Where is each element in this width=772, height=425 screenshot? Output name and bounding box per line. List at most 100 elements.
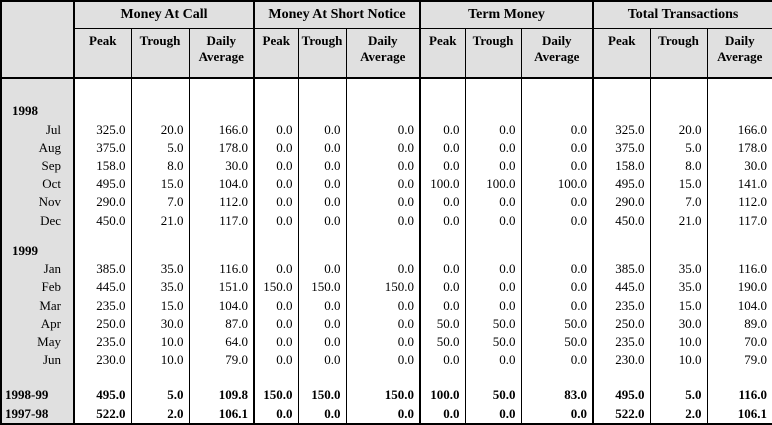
summary-label: 1997-98	[1, 404, 75, 424]
data-cell: 0.0	[253, 156, 298, 176]
data-cell	[253, 369, 298, 386]
data-cell: 15.0	[130, 296, 189, 315]
data-cell: 116.0	[706, 260, 772, 279]
subheader-peak: Peak	[253, 28, 298, 79]
data-cell: 30.0	[706, 156, 772, 176]
data-cell: 450.0	[592, 211, 651, 230]
table-row: Jan 385.0 35.0 116.0 0.0 0.0 0.0 0.0 0.0 0.0 385.0…	[1, 260, 772, 279]
data-cell	[297, 229, 346, 242]
data-cell: 50.0	[419, 332, 465, 352]
data-cell: 235.0	[73, 296, 131, 315]
data-cell: 0.0	[520, 193, 594, 212]
data-cell: 495.0	[592, 175, 651, 194]
data-cell: 0.0	[297, 211, 346, 230]
data-cell: 325.0	[592, 120, 651, 139]
subheader-trough: Trough	[649, 28, 708, 79]
data-cell	[297, 102, 346, 121]
table-row: Apr 250.0 30.0 87.0 0.0 0.0 0.0 50.0 50.0 50.0 250…	[1, 314, 772, 333]
data-cell: 150.0	[345, 385, 420, 405]
data-cell: 116.0	[706, 385, 772, 405]
spacer-row	[1, 369, 772, 386]
data-cell: 117.0	[706, 211, 772, 230]
data-cell: 0.0	[464, 211, 521, 230]
data-cell: 0.0	[345, 120, 420, 139]
data-cell: 0.0	[345, 404, 420, 424]
data-cell: 50.0	[520, 332, 594, 352]
data-cell	[649, 102, 708, 121]
data-cell	[649, 241, 708, 261]
data-cell: 79.0	[188, 351, 254, 370]
data-cell: 50.0	[464, 385, 521, 405]
data-cell: 0.0	[297, 332, 346, 352]
data-cell: 178.0	[188, 138, 254, 157]
data-cell: 495.0	[592, 385, 651, 405]
data-cell	[73, 241, 131, 261]
table-row: Sep 158.0 8.0 30.0 0.0 0.0 0.0 0.0 0.0 0.0 158.0 8.…	[1, 156, 772, 176]
group-header-term-money: Term Money	[418, 1, 594, 29]
data-cell: 0.0	[419, 193, 465, 212]
data-cell: 0.0	[297, 260, 346, 279]
data-cell: 10.0	[130, 351, 189, 370]
data-cell: 178.0	[706, 138, 772, 157]
data-cell: 50.0	[464, 314, 521, 333]
data-cell: 15.0	[649, 296, 708, 315]
data-cell: 158.0	[73, 156, 131, 176]
data-cell	[464, 78, 521, 103]
data-cell: 109.8	[188, 385, 254, 405]
data-cell: 0.0	[345, 296, 420, 315]
data-cell: 0.0	[297, 296, 346, 315]
month-label: Sep	[1, 156, 75, 176]
table-row: Dec 450.0 21.0 117.0 0.0 0.0 0.0 0.0 0.0 0.0 450.0…	[1, 211, 772, 230]
data-cell: 0.0	[297, 193, 346, 212]
data-cell: 20.0	[130, 120, 189, 139]
data-cell	[253, 229, 298, 242]
data-cell: 0.0	[520, 404, 594, 424]
data-cell: 0.0	[253, 296, 298, 315]
data-cell: 117.0	[188, 211, 254, 230]
data-cell: 116.0	[188, 260, 254, 279]
data-cell: 89.0	[706, 314, 772, 333]
data-cell: 0.0	[297, 156, 346, 176]
data-cell: 385.0	[73, 260, 131, 279]
data-cell	[188, 369, 254, 386]
row-label	[1, 78, 75, 103]
data-cell: 5.0	[649, 385, 708, 405]
group-header-row: Money At Call Money At Short Notice Term…	[1, 1, 772, 79]
table-row: Oct 495.0 15.0 104.0 0.0 0.0 0.0 100.0 100.0 100.…	[1, 175, 772, 194]
data-cell	[297, 241, 346, 261]
data-cell: 5.0	[130, 138, 189, 157]
data-cell: 112.0	[706, 193, 772, 212]
data-cell	[130, 102, 189, 121]
data-cell	[297, 78, 346, 103]
data-cell: 2.0	[130, 404, 189, 424]
data-cell: 0.0	[520, 138, 594, 157]
data-cell: 450.0	[73, 211, 131, 230]
data-cell	[464, 102, 521, 121]
data-cell	[297, 369, 346, 386]
data-cell: 522.0	[73, 404, 131, 424]
data-cell: 0.0	[253, 351, 298, 370]
data-cell: 21.0	[649, 211, 708, 230]
data-cell: 106.1	[188, 404, 254, 424]
data-cell: 10.0	[649, 332, 708, 352]
data-cell: 158.0	[592, 156, 651, 176]
data-cell: 0.0	[419, 278, 465, 297]
year-label: 1999	[1, 241, 75, 261]
data-cell: 0.0	[520, 156, 594, 176]
data-cell: 0.0	[345, 260, 420, 279]
month-label: Dec	[1, 211, 75, 230]
row-label	[1, 229, 75, 242]
data-cell: 0.0	[253, 260, 298, 279]
month-label: Aug	[1, 138, 75, 157]
group-header-money-at-short-notice: Money At Short Notice	[253, 1, 420, 29]
data-cell: 0.0	[520, 351, 594, 370]
month-label: Feb	[1, 278, 75, 297]
data-cell	[345, 78, 420, 103]
data-cell	[73, 229, 131, 242]
data-cell: 0.0	[297, 314, 346, 333]
data-cell	[592, 229, 651, 242]
data-cell: 15.0	[649, 175, 708, 194]
data-cell: 0.0	[419, 296, 465, 315]
data-cell: 230.0	[592, 351, 651, 370]
